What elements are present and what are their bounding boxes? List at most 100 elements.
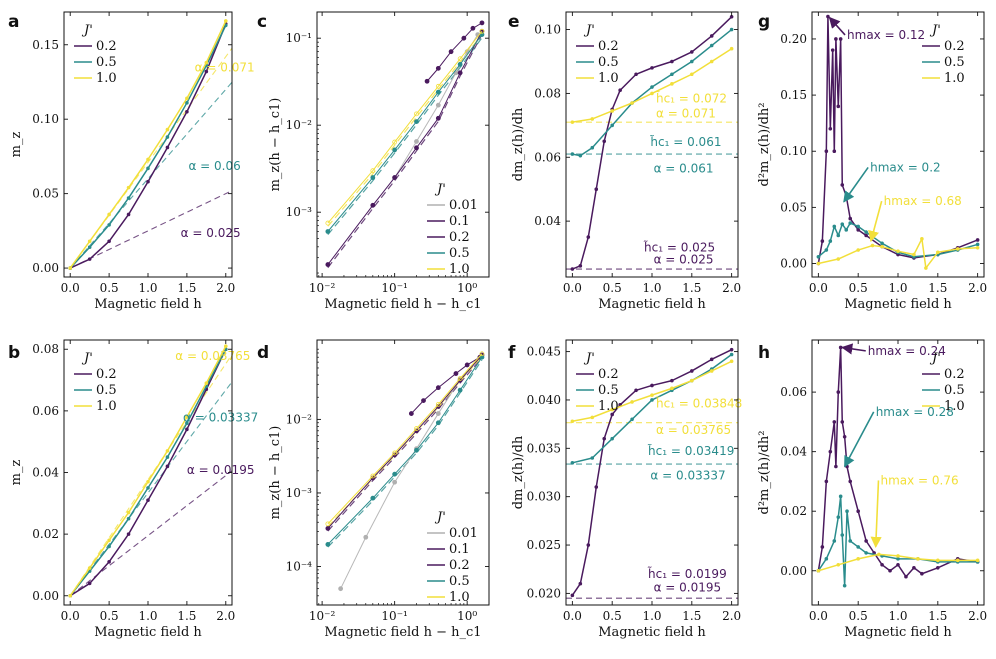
data-point <box>223 344 228 348</box>
data-point <box>690 369 694 373</box>
alpha-label: α = 0.0195 <box>654 580 722 594</box>
data-point <box>729 27 734 32</box>
data-point <box>856 248 860 252</box>
series-line <box>572 28 733 157</box>
x-tick-label: 2.0 <box>216 281 235 295</box>
hmax-annotation: hmax = 0.76 <box>880 473 958 487</box>
data-point <box>392 139 398 145</box>
data-point <box>896 557 900 561</box>
data-point <box>570 593 575 598</box>
data-point <box>479 28 485 34</box>
data-point <box>414 111 419 117</box>
x-tick-label: 0.5 <box>849 609 868 623</box>
series-0.2 <box>325 28 485 267</box>
data-point <box>338 586 344 592</box>
data-point <box>838 345 843 350</box>
data-point <box>464 362 470 368</box>
data-point <box>840 222 845 227</box>
data-point <box>856 557 860 561</box>
panel-letter-b: b <box>8 343 20 363</box>
x-tick-label: 2.0 <box>968 609 987 623</box>
data-point <box>856 545 860 549</box>
data-point <box>578 264 583 268</box>
legend: J'0.20.51.0 <box>922 351 965 414</box>
data-point <box>820 545 825 549</box>
data-point <box>479 20 485 26</box>
data-point <box>828 239 833 243</box>
data-point <box>650 393 654 397</box>
x-tick-label: 0.0 <box>809 609 828 623</box>
data-point <box>836 515 841 519</box>
x-tick-label: 1.5 <box>177 609 196 623</box>
hc1-label: h̃c₁ = 0.0199 <box>648 567 727 581</box>
data-point <box>392 147 398 153</box>
y-tick-label: 10⁻⁴ <box>286 560 313 574</box>
data-point <box>370 473 376 479</box>
hmax-annotation: hmax = 0.28 <box>876 405 954 419</box>
panel-letter-d: d <box>257 343 269 363</box>
series-line <box>572 360 732 422</box>
x-tick-label: 1.0 <box>888 609 907 623</box>
x-tick-label: 2.0 <box>216 609 235 623</box>
data-point <box>838 37 843 41</box>
data-point <box>87 245 92 250</box>
hmax-annotation: hmax = 0.2 <box>870 160 941 174</box>
legend-label: 1.0 <box>598 71 619 86</box>
x-tick-label: 1.5 <box>928 609 947 623</box>
plot-area <box>68 19 232 270</box>
data-point <box>834 464 838 469</box>
data-point <box>709 369 714 373</box>
x-tick-label: 10⁻¹ <box>381 609 407 623</box>
data-point <box>204 69 209 74</box>
data-point <box>457 56 463 62</box>
series-line <box>817 495 978 587</box>
data-point <box>836 563 841 567</box>
data-point <box>126 532 131 536</box>
y-tick-label: 0.20 <box>780 32 807 46</box>
series-1.0 <box>816 237 980 270</box>
legend-title: J' <box>434 182 446 197</box>
data-point <box>165 464 170 469</box>
legend-label: 0.5 <box>96 383 117 398</box>
data-point <box>590 145 595 150</box>
data-point <box>936 558 940 563</box>
data-point <box>107 212 111 217</box>
data-point <box>325 521 331 527</box>
data-point <box>392 471 398 477</box>
fit-line <box>327 357 483 532</box>
data-point <box>650 383 654 388</box>
data-point <box>146 498 150 503</box>
data-point <box>470 25 476 31</box>
data-point <box>634 388 638 393</box>
y-axis-label: m_z(h − h_c1) <box>268 98 283 192</box>
reference-line <box>69 381 232 597</box>
data-point <box>709 59 714 64</box>
data-point <box>590 456 595 460</box>
legend-label: 0.01 <box>449 526 478 541</box>
data-point <box>370 495 376 501</box>
plot-area <box>816 345 980 588</box>
x-axis-label: Magnetic field h <box>94 625 202 640</box>
data-point <box>414 139 419 144</box>
data-point <box>840 533 845 537</box>
data-point <box>435 102 441 108</box>
data-point <box>670 378 674 383</box>
legend: J'0.010.10.20.51.0 <box>427 510 478 605</box>
legend-title: J' <box>929 351 941 366</box>
alpha-label: α = 0.03765 <box>656 423 731 437</box>
y-tick-label: 0.15 <box>32 38 59 52</box>
x-tick-label: 0.0 <box>809 281 828 295</box>
y-tick-label: 0.02 <box>32 527 59 541</box>
data-point <box>435 411 441 416</box>
alpha-label: α = 0.0195 <box>187 463 255 477</box>
data-point <box>828 126 833 131</box>
data-point <box>204 381 209 385</box>
annotation-arrow <box>841 343 866 355</box>
axes-frame <box>316 339 490 606</box>
hmax-annotation: hmax = 0.68 <box>884 194 962 208</box>
plot-area <box>816 14 980 270</box>
data-point <box>844 228 849 232</box>
data-point <box>820 239 825 243</box>
